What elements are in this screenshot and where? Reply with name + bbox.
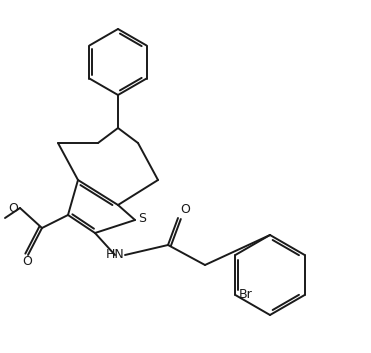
- Text: O: O: [180, 203, 190, 216]
- Text: HN: HN: [106, 249, 124, 262]
- Text: O: O: [22, 255, 32, 268]
- Text: S: S: [138, 211, 146, 225]
- Text: O: O: [8, 202, 18, 215]
- Text: Br: Br: [238, 288, 252, 301]
